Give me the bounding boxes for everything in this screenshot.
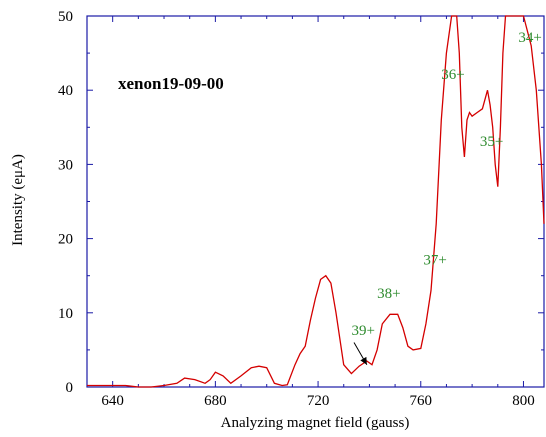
charge-state-label: 36+ xyxy=(441,67,464,83)
charge-state-label: 38+ xyxy=(377,286,400,302)
axis-ticks xyxy=(86,15,544,388)
x-axis-label: Analyzing magnet field (gauss) xyxy=(221,415,410,431)
x-tick-label: 640 xyxy=(101,393,124,409)
peak-annotations: 34+ 35+ 36+ 37+ 38+ 39+ xyxy=(351,30,541,339)
plot-frame xyxy=(86,15,545,388)
x-tick-label: 720 xyxy=(307,393,330,409)
x-tick-label: 680 xyxy=(204,393,227,409)
run-label: xenon19-09-00 xyxy=(118,74,224,93)
y-tick-label: 30 xyxy=(58,157,73,173)
x-tick-label: 800 xyxy=(512,393,535,409)
charge-state-label: 39+ xyxy=(351,323,374,339)
intensity-line xyxy=(87,15,545,388)
y-tick-label: 0 xyxy=(66,380,74,396)
y-tick-label: 50 xyxy=(58,9,73,25)
charge-state-label: 34+ xyxy=(518,30,541,46)
y-axis-label: Intensity (eμA) xyxy=(10,154,26,246)
charge-state-label: 37+ xyxy=(423,253,446,269)
charge-state-label: 35+ xyxy=(480,134,503,150)
y-tick-label: 20 xyxy=(58,232,73,248)
x-tick-label: 760 xyxy=(410,393,433,409)
y-tick-label: 40 xyxy=(58,83,73,99)
y-tick-label: 10 xyxy=(58,306,73,322)
tick-labels: 640 680 720 760 800 0 10 20 30 40 50 xyxy=(58,9,535,409)
annotation-arrowhead xyxy=(360,356,367,365)
